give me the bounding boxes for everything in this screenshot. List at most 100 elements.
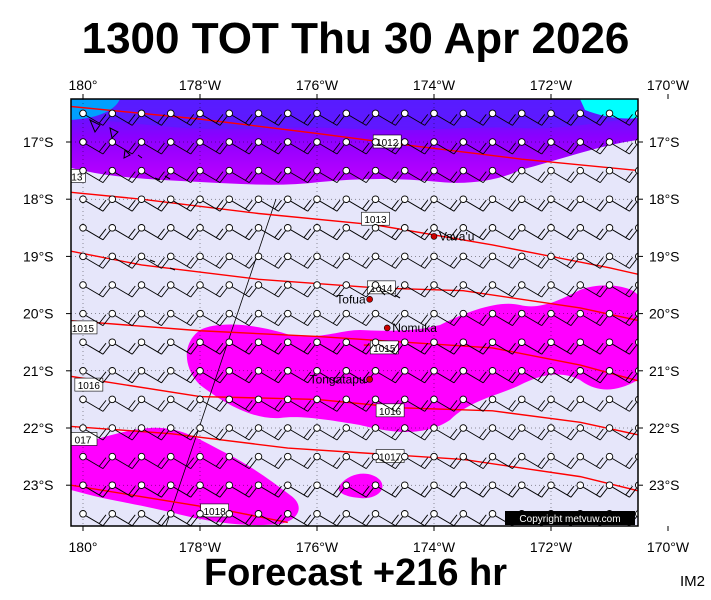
wind-barb [313,481,345,498]
wind-barb [459,309,491,326]
wind-barb [518,481,550,498]
wind-barb [605,166,637,183]
wind-barb [284,109,316,126]
wind-barb [547,281,579,298]
wind-barb [459,510,491,526]
wind-barb [371,252,403,269]
wind-barb [342,281,374,298]
wind-barb [137,424,169,441]
wind-barb [547,166,579,183]
lat-tick-label-left: 19°S [23,248,54,264]
lat-tick-label-left: 21°S [23,363,54,379]
wind-barb [430,338,462,355]
rain-band-cyan [580,99,638,119]
isobar-label: 1016 [78,381,101,392]
wind-barb [225,338,257,355]
wind-barb [518,138,550,155]
wind-barb [401,510,433,526]
wind-barb [518,195,550,212]
wind-barb [635,224,638,232]
wind-barb [225,424,257,441]
wind-barb [79,252,111,269]
wind-barb [547,252,579,269]
isobar-label: 1015 [72,324,95,335]
wind-barb [284,510,316,526]
wind-barb [254,224,286,241]
place-label: Tofua [336,292,366,306]
wind-barb [225,309,257,326]
wind-barb [342,367,374,384]
wind-barb [166,452,199,469]
wind-barb [196,338,228,355]
wind-barb [576,367,608,384]
wind-barb [108,452,140,469]
wind-barb [196,138,228,155]
lon-tick-label-bottom: 176°W [296,539,339,555]
wind-barb [108,338,140,355]
wind-barb [430,195,462,212]
lon-tick-label-bottom: 178°W [179,539,222,555]
wind-barb [459,224,491,241]
isobar-label-box [375,403,405,418]
wind-barb [342,224,374,241]
wind-barb [313,195,345,212]
wind-barb [371,109,403,126]
wind-barb [430,166,462,183]
wind-barb [108,138,140,155]
lat-tick-label-left: 23°S [23,477,54,493]
wind-barb [79,338,111,355]
lat-tick-label-right: 20°S [649,306,680,322]
wind-barb [488,224,520,241]
wind-barb [225,109,257,126]
wind-barb [79,109,111,126]
lat-tick-label-right: 22°S [649,420,680,436]
wind-barb [108,109,140,126]
wind-barb [518,166,550,183]
wind-barb [605,452,637,469]
wind-barb [137,510,169,526]
wind-barb [576,109,608,126]
wind-barb [166,395,199,412]
wind-barb [518,424,550,441]
wind-barb [108,166,140,183]
wind-barb [576,138,608,155]
wind-barb [284,224,316,241]
wind-barb [459,481,491,498]
wind-barb [166,138,199,155]
wind-barb [518,395,550,412]
wind-barb [371,367,403,384]
lat-tick-label-right: 21°S [649,363,680,379]
wind-barb [284,281,316,298]
wind-barb [576,452,608,469]
wind-barb [576,338,608,355]
wind-barb [459,166,491,183]
wind-barb [371,138,403,155]
wind-barb [430,481,462,498]
wind-barb [166,166,199,183]
wind-barb [196,195,228,212]
wind-barb [401,166,433,183]
wind-barb [225,452,257,469]
wind-barb [518,252,550,269]
wind-barb [284,166,316,183]
wind-barb [284,395,316,412]
lat-tick-label-left: 18°S [23,191,54,207]
wind-barb [254,195,286,212]
isobar-label: 1014 [370,284,393,295]
isobar-label: 1017 [379,453,402,464]
wind-barb [254,395,286,412]
wind-barb [254,424,286,441]
wind-barb [342,309,374,326]
wind-barb [225,195,257,212]
wind-barb [313,510,345,526]
lat-tick-label-right: 23°S [649,477,680,493]
isobar-label: 017 [75,435,92,446]
wind-barb [371,281,403,298]
wind-barb [196,166,228,183]
wind-barb [518,224,550,241]
place-label: Nomuka [392,321,437,335]
wind-barb [430,424,462,441]
wind-barb [225,395,257,412]
wind-barb [576,281,608,298]
wind-barb [459,395,491,412]
